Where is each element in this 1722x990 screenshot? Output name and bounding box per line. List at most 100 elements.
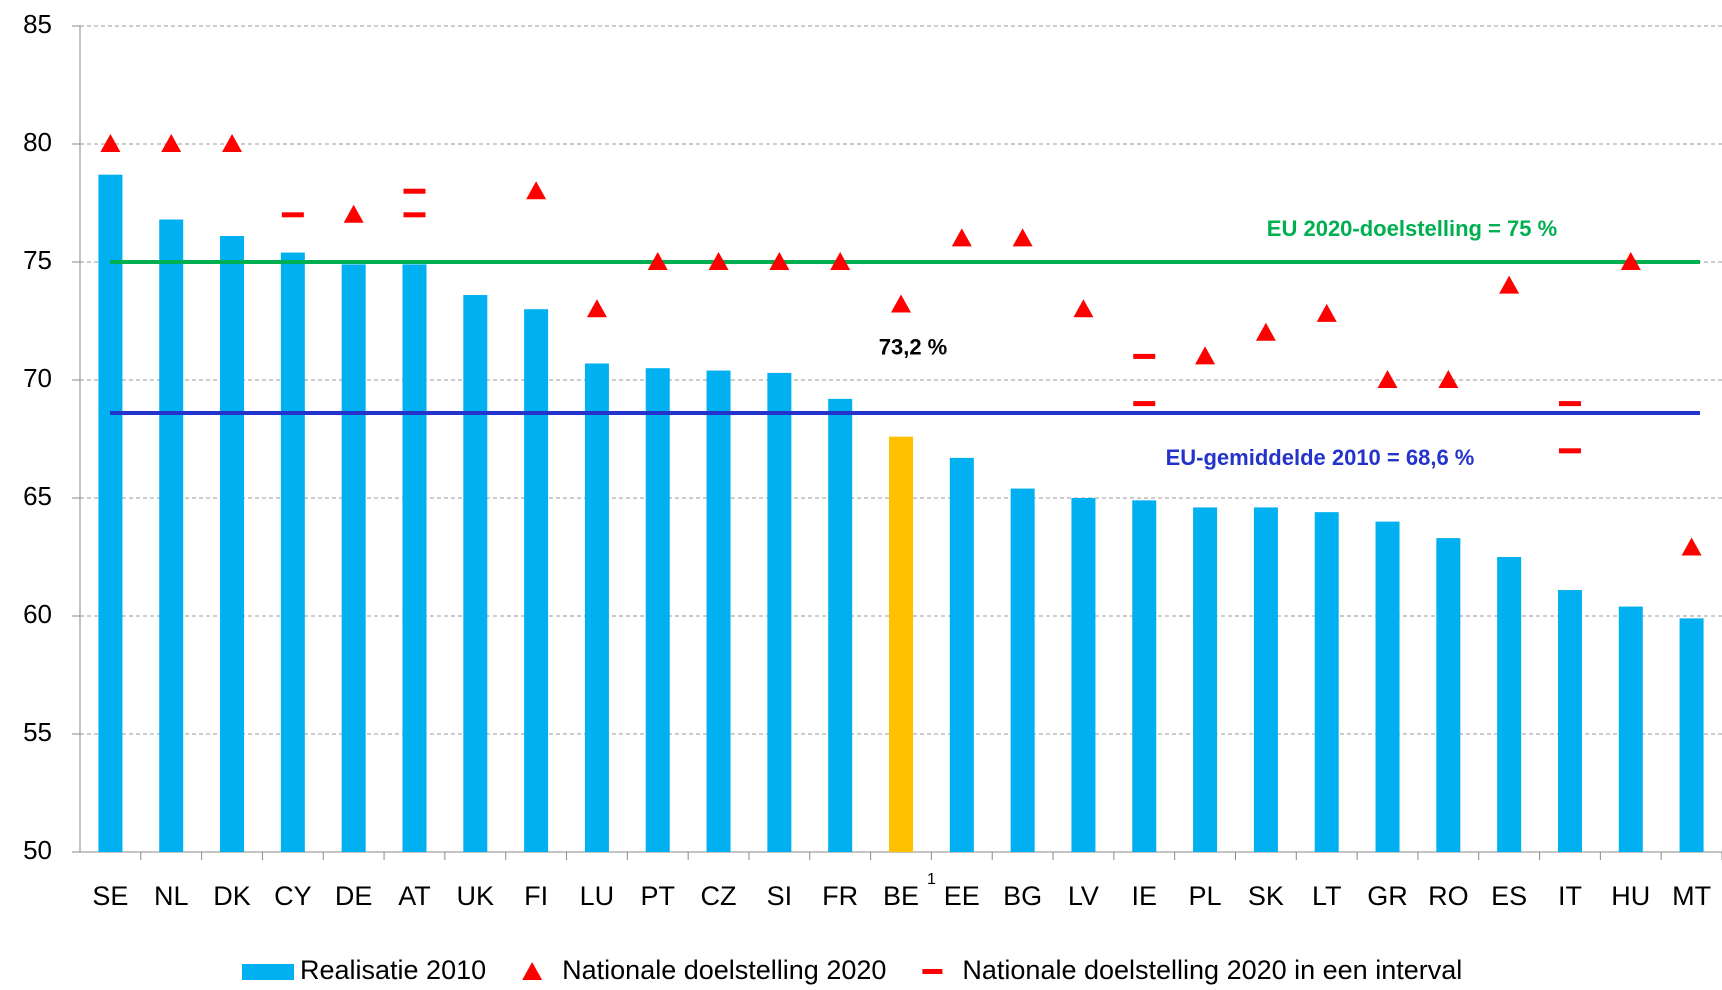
bar <box>706 370 731 852</box>
y-tick-label: 70 <box>23 363 52 393</box>
x-tick-label: BG <box>1003 881 1042 911</box>
x-tick-label: LU <box>580 881 615 911</box>
x-tick-label: BE <box>883 881 919 911</box>
y-tick-label: 60 <box>23 599 52 629</box>
x-tick-label: PT <box>640 881 675 911</box>
target-marker <box>1255 322 1276 341</box>
target-marker <box>1438 370 1459 388</box>
y-tick-label: 80 <box>23 127 52 157</box>
target-marker <box>1012 228 1033 247</box>
x-tick-label: SK <box>1248 881 1284 911</box>
x-tick-label: MT <box>1672 881 1711 911</box>
target-marker <box>1499 275 1520 294</box>
x-tick-label: NL <box>154 881 189 911</box>
reference-label: EU 2020-doelstelling = 75 % <box>1267 216 1557 241</box>
bar <box>1618 606 1643 852</box>
x-tick-label: RO <box>1428 881 1469 911</box>
bar <box>584 363 609 852</box>
target-marker <box>1073 299 1094 318</box>
bar <box>1071 498 1096 852</box>
bar <box>1436 538 1461 852</box>
interval-marker <box>403 188 426 194</box>
legend-swatch <box>922 969 943 974</box>
bar <box>1314 512 1339 852</box>
bar <box>1375 521 1400 852</box>
target-marker <box>161 134 182 152</box>
target-marker <box>891 294 911 313</box>
x-tick-label: AT <box>398 881 431 911</box>
y-tick-label: 85 <box>23 9 52 39</box>
x-tick-label: FI <box>524 881 548 911</box>
target-marker <box>100 134 121 152</box>
bar <box>98 174 123 852</box>
x-tick-label: DK <box>213 881 251 911</box>
x-tick-label: IT <box>1558 881 1582 911</box>
x-tick-label: ES <box>1491 881 1527 911</box>
x-tick-label: DE <box>335 881 373 911</box>
bar <box>159 219 184 852</box>
target-marker <box>708 252 729 270</box>
target-marker <box>769 252 790 270</box>
y-tick-label: 50 <box>23 835 52 865</box>
target-marker <box>343 204 364 223</box>
x-tick-label: LV <box>1068 881 1099 911</box>
x-tick-label: FR <box>822 881 858 911</box>
bar <box>524 309 549 852</box>
bar <box>645 368 670 852</box>
target-marker <box>1377 370 1398 388</box>
target-marker <box>1620 252 1641 270</box>
interval-marker <box>1558 401 1581 407</box>
x-tick-label: CZ <box>701 881 737 911</box>
target-marker <box>222 134 243 152</box>
bar <box>220 236 245 853</box>
bar <box>1193 507 1218 852</box>
y-tick-label: 55 <box>23 717 52 747</box>
target-marker <box>951 228 972 247</box>
legend-label: Realisatie 2010 <box>300 955 486 985</box>
x-tick-label: UK <box>457 881 495 911</box>
bar <box>767 372 792 852</box>
bar <box>828 398 853 852</box>
bar <box>1557 590 1582 852</box>
bar <box>341 264 366 852</box>
legend-swatch <box>242 964 294 980</box>
legend-label: Nationale doelstelling 2020 <box>562 955 886 985</box>
target-marker <box>1681 537 1702 556</box>
bar <box>463 295 488 852</box>
interval-marker <box>403 212 426 218</box>
target-marker <box>526 181 547 200</box>
legend-label: Nationale doelstelling 2020 in een inter… <box>962 955 1462 985</box>
x-tick-label: GR <box>1367 881 1408 911</box>
y-tick-label: 65 <box>23 481 52 511</box>
x-tick-label: SI <box>767 881 793 911</box>
interval-marker <box>1133 401 1156 407</box>
bar <box>1253 507 1278 852</box>
x-tick-label: LT <box>1312 881 1342 911</box>
bar <box>1010 488 1035 852</box>
interval-marker <box>1133 353 1156 359</box>
x-tick-label: CY <box>274 881 312 911</box>
reference-label: EU-gemiddelde 2010 = 68,6 % <box>1166 445 1475 470</box>
x-tick-label: IE <box>1132 881 1158 911</box>
data-label: 73,2 % <box>879 334 948 359</box>
bar <box>1497 557 1522 852</box>
interval-marker <box>1558 448 1581 454</box>
bar <box>889 436 913 852</box>
bar <box>949 457 974 852</box>
bar <box>402 264 427 852</box>
bar <box>280 252 305 852</box>
x-tick-label: HU <box>1611 881 1650 911</box>
interval-marker <box>281 212 304 218</box>
target-marker <box>586 299 607 318</box>
target-marker <box>1316 303 1337 322</box>
x-tick-label: SE <box>92 881 128 911</box>
bar <box>1679 618 1704 852</box>
legend-swatch <box>522 962 543 980</box>
x-tick-label: EE <box>944 881 980 911</box>
target-marker <box>830 252 851 270</box>
y-tick-label: 75 <box>23 245 52 275</box>
footnote-mark: 1 <box>927 871 936 888</box>
target-marker <box>647 252 668 270</box>
target-marker <box>1195 346 1216 365</box>
